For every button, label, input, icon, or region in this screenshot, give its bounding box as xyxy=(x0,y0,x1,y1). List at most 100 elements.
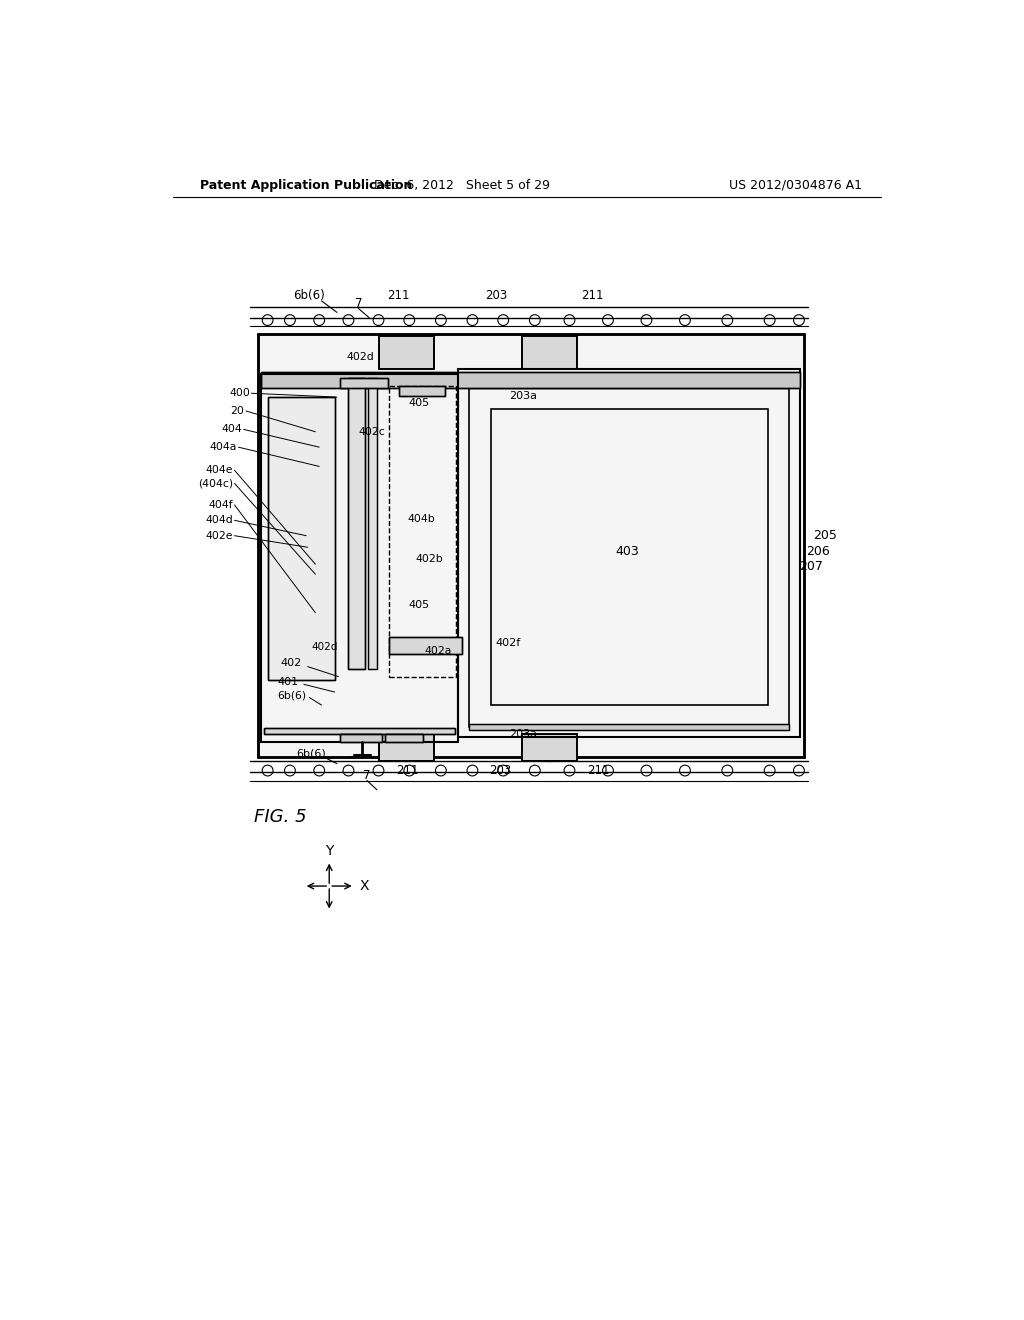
Text: 6b(6): 6b(6) xyxy=(297,748,327,759)
Bar xyxy=(258,334,804,758)
Bar xyxy=(385,734,423,742)
Text: 402d: 402d xyxy=(346,352,374,362)
Text: X: X xyxy=(359,879,370,894)
Circle shape xyxy=(679,381,683,387)
Circle shape xyxy=(512,381,516,387)
Circle shape xyxy=(373,314,384,326)
Circle shape xyxy=(536,734,563,762)
Circle shape xyxy=(529,314,541,326)
Bar xyxy=(368,378,377,669)
Circle shape xyxy=(680,766,690,776)
Circle shape xyxy=(392,734,420,762)
Bar xyxy=(521,335,578,368)
Circle shape xyxy=(313,553,340,579)
Bar xyxy=(398,385,444,396)
Circle shape xyxy=(478,381,483,387)
Text: Y: Y xyxy=(325,843,334,858)
Circle shape xyxy=(435,314,446,326)
Bar xyxy=(521,734,578,760)
Text: 211: 211 xyxy=(396,764,419,777)
Circle shape xyxy=(313,602,340,628)
Bar xyxy=(385,734,423,742)
Circle shape xyxy=(313,766,325,776)
Circle shape xyxy=(794,766,804,776)
Bar xyxy=(261,374,458,742)
Circle shape xyxy=(262,766,273,776)
Text: 402b: 402b xyxy=(416,554,443,564)
Text: 402c: 402c xyxy=(358,426,385,437)
Circle shape xyxy=(764,314,775,326)
Circle shape xyxy=(764,766,775,776)
Bar xyxy=(469,381,788,388)
Text: 404a: 404a xyxy=(210,442,237,453)
Text: FIG. 5: FIG. 5 xyxy=(254,808,307,826)
Circle shape xyxy=(467,314,478,326)
Text: Dec. 6, 2012   Sheet 5 of 29: Dec. 6, 2012 Sheet 5 of 29 xyxy=(374,178,550,191)
Text: 206: 206 xyxy=(807,545,830,557)
Text: 404d: 404d xyxy=(205,515,233,525)
Bar xyxy=(261,372,801,388)
Text: 6b(6): 6b(6) xyxy=(278,690,307,701)
Circle shape xyxy=(392,339,420,367)
Bar xyxy=(521,734,578,760)
Bar xyxy=(368,378,377,669)
Bar xyxy=(469,381,788,388)
Text: 203a: 203a xyxy=(509,730,538,739)
Text: 402e: 402e xyxy=(206,531,233,541)
Circle shape xyxy=(262,314,273,326)
Circle shape xyxy=(343,314,354,326)
Circle shape xyxy=(745,381,751,387)
Circle shape xyxy=(403,766,415,776)
Bar xyxy=(379,734,434,760)
Text: 404: 404 xyxy=(221,425,243,434)
Bar xyxy=(458,370,801,738)
Bar xyxy=(469,723,788,730)
Bar xyxy=(469,723,788,730)
Circle shape xyxy=(313,314,325,326)
Circle shape xyxy=(612,381,616,387)
Circle shape xyxy=(564,314,574,326)
Bar xyxy=(469,380,788,726)
Text: 402a: 402a xyxy=(425,647,453,656)
Text: 7: 7 xyxy=(364,770,371,783)
Bar xyxy=(340,734,382,742)
Circle shape xyxy=(467,766,478,776)
Bar xyxy=(379,335,434,368)
Bar xyxy=(388,385,456,677)
Text: 402: 402 xyxy=(281,657,301,668)
Circle shape xyxy=(794,314,804,326)
Text: 203: 203 xyxy=(485,289,508,302)
Text: 7: 7 xyxy=(354,297,362,310)
Text: 405: 405 xyxy=(409,601,430,610)
Circle shape xyxy=(602,766,613,776)
Bar xyxy=(340,378,388,388)
Circle shape xyxy=(602,314,613,326)
Circle shape xyxy=(373,766,384,776)
Circle shape xyxy=(323,562,332,572)
Text: 404e: 404e xyxy=(206,465,233,475)
Bar xyxy=(348,378,366,669)
Bar xyxy=(264,729,455,734)
Circle shape xyxy=(498,314,509,326)
Text: 403: 403 xyxy=(615,545,639,557)
Circle shape xyxy=(498,766,509,776)
Text: Patent Application Publication: Patent Application Publication xyxy=(200,178,413,191)
Bar xyxy=(267,397,336,681)
Text: 404b: 404b xyxy=(408,513,435,524)
Bar xyxy=(388,638,462,653)
Circle shape xyxy=(722,314,733,326)
Circle shape xyxy=(529,766,541,776)
Text: US 2012/0304876 A1: US 2012/0304876 A1 xyxy=(729,178,862,191)
Bar xyxy=(398,385,444,396)
Text: 211: 211 xyxy=(588,764,610,777)
Text: 205: 205 xyxy=(813,529,837,543)
Circle shape xyxy=(323,610,332,619)
Circle shape xyxy=(722,766,733,776)
Bar xyxy=(340,734,382,742)
Bar xyxy=(379,734,434,760)
Bar xyxy=(388,638,462,653)
Circle shape xyxy=(536,339,563,367)
Circle shape xyxy=(285,766,295,776)
Text: 211: 211 xyxy=(582,289,604,302)
Circle shape xyxy=(779,381,783,387)
